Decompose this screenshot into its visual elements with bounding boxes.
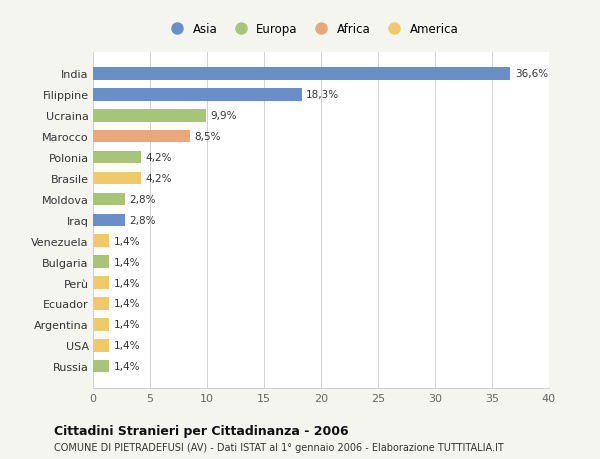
Text: 9,9%: 9,9% xyxy=(211,111,237,121)
Text: 2,8%: 2,8% xyxy=(130,195,156,204)
Bar xyxy=(93,235,109,247)
Text: 36,6%: 36,6% xyxy=(515,69,548,79)
Text: 1,4%: 1,4% xyxy=(113,361,140,371)
Text: 4,2%: 4,2% xyxy=(145,153,172,163)
Text: 1,4%: 1,4% xyxy=(113,319,140,330)
Text: 1,4%: 1,4% xyxy=(113,341,140,351)
Bar xyxy=(93,193,125,206)
Text: 8,5%: 8,5% xyxy=(194,132,221,142)
Text: COMUNE DI PIETRADEFUSI (AV) - Dati ISTAT al 1° gennaio 2006 - Elaborazione TUTTI: COMUNE DI PIETRADEFUSI (AV) - Dati ISTAT… xyxy=(54,442,504,452)
Bar xyxy=(93,151,141,164)
Text: 1,4%: 1,4% xyxy=(113,299,140,309)
Text: 1,4%: 1,4% xyxy=(113,278,140,288)
Text: 2,8%: 2,8% xyxy=(130,215,156,225)
Bar xyxy=(93,110,206,122)
Bar xyxy=(93,277,109,289)
Bar xyxy=(93,214,125,227)
Bar xyxy=(93,89,302,101)
Text: 1,4%: 1,4% xyxy=(113,257,140,267)
Bar xyxy=(93,172,141,185)
Bar xyxy=(93,319,109,331)
Text: 4,2%: 4,2% xyxy=(145,174,172,184)
Bar xyxy=(93,339,109,352)
Bar xyxy=(93,256,109,269)
Bar xyxy=(93,68,510,80)
Legend: Asia, Europa, Africa, America: Asia, Europa, Africa, America xyxy=(161,18,463,41)
Bar xyxy=(93,297,109,310)
Text: Cittadini Stranieri per Cittadinanza - 2006: Cittadini Stranieri per Cittadinanza - 2… xyxy=(54,425,349,437)
Text: 1,4%: 1,4% xyxy=(113,236,140,246)
Bar xyxy=(93,131,190,143)
Text: 18,3%: 18,3% xyxy=(306,90,340,100)
Bar xyxy=(93,360,109,373)
